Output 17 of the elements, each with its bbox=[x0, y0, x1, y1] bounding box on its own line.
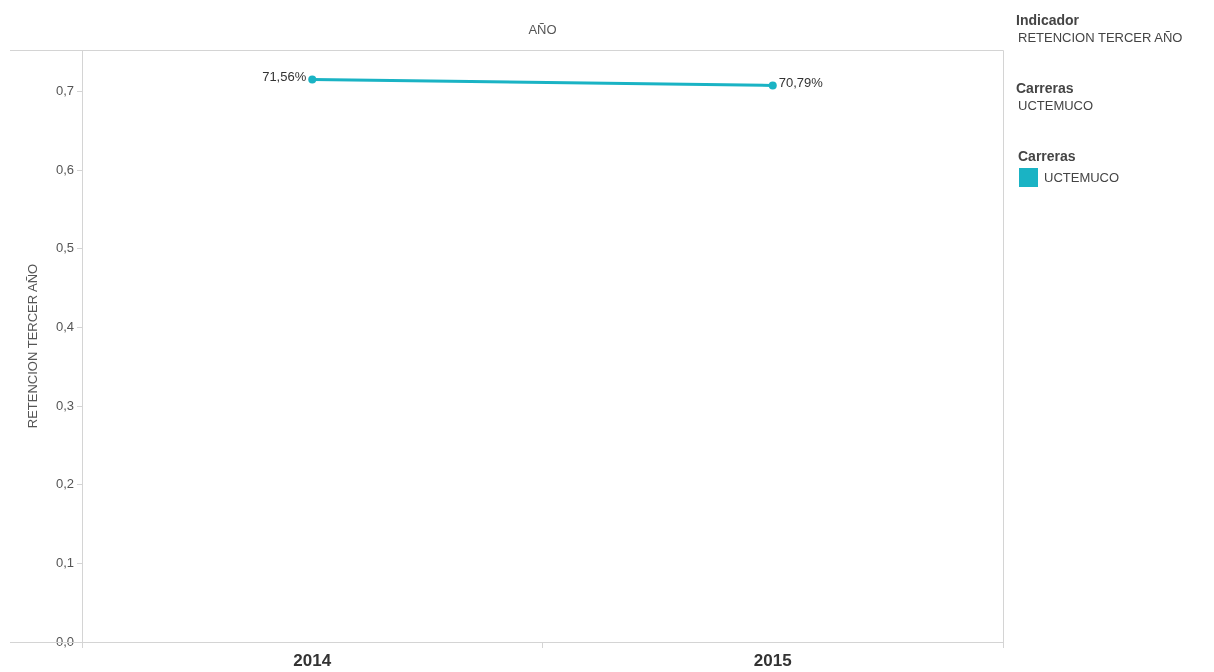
y-axis-title: RETENCION TERCER AÑO bbox=[25, 263, 41, 429]
x-tick-label: 2014 bbox=[293, 650, 332, 670]
y-tick-label: 0,2 bbox=[55, 476, 74, 492]
text: Carreras UCTEMUCO bbox=[1016, 80, 1095, 114]
y-tick-label: 0,6 bbox=[55, 161, 74, 177]
data-label: 70,79% bbox=[778, 75, 824, 91]
y-tick-label: 0,5 bbox=[55, 240, 74, 256]
data-label: 71,56% bbox=[262, 68, 307, 84]
legend-title: Carreras bbox=[1017, 148, 1077, 165]
y-tick-label: 0,3 bbox=[55, 397, 74, 413]
x-axis-title: AÑO bbox=[528, 21, 557, 37]
x-tick-label: 2015 bbox=[753, 650, 792, 670]
y-tick-label: 0,7 bbox=[55, 83, 74, 99]
y-tick-label: 0,1 bbox=[55, 554, 74, 570]
legend-label: UCTEMUCO bbox=[1044, 170, 1120, 185]
y-tick-label: 0,4 bbox=[55, 319, 74, 335]
text: Indicador RETENCION TERCER AÑO bbox=[1016, 12, 1184, 46]
